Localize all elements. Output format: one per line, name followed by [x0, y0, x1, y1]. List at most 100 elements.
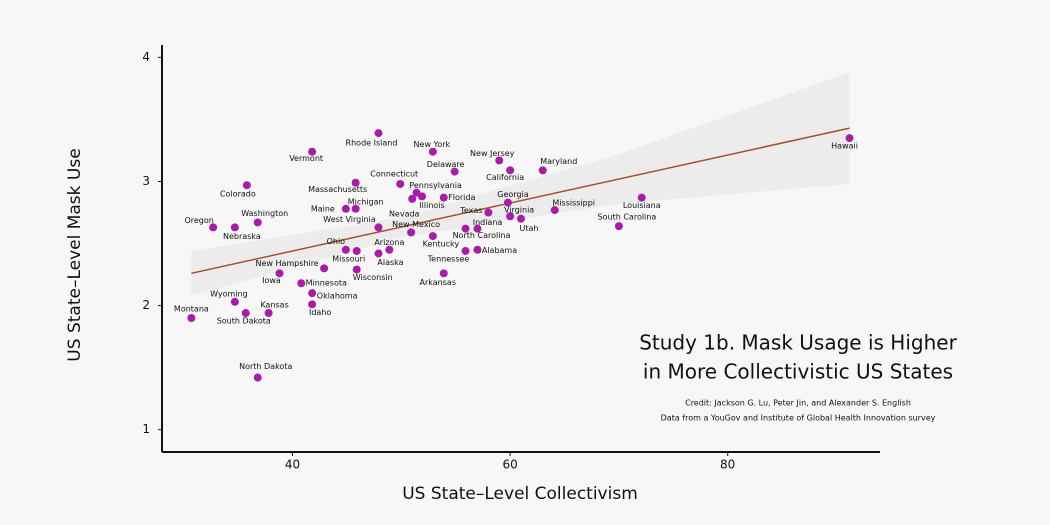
point-label: Vermont — [289, 154, 323, 163]
x-tick-label: 80 — [720, 458, 735, 472]
point-label: Tennessee — [427, 254, 470, 263]
point-label: New York — [414, 140, 451, 149]
point-label: Massachusetts — [308, 185, 367, 194]
point — [385, 245, 394, 254]
point-label: Connecticut — [370, 169, 418, 178]
x-tick-label: 40 — [285, 458, 300, 472]
point — [275, 269, 284, 278]
point — [407, 228, 416, 237]
point — [230, 297, 239, 306]
x-axis-label: US State–Level Collectivism — [402, 484, 638, 504]
point-label: California — [486, 173, 524, 182]
point — [351, 204, 360, 213]
point — [396, 179, 405, 188]
point — [450, 167, 459, 176]
annotation-title: Study 1b. Mask Usage is Higher — [639, 331, 957, 355]
point-label: Oregon — [184, 216, 213, 225]
point — [374, 223, 383, 232]
point-label: Kansas — [260, 301, 288, 310]
point-label: Montana — [174, 304, 209, 313]
point-label: Colorado — [220, 190, 256, 199]
point — [461, 224, 470, 233]
point-label: Utah — [520, 224, 539, 233]
point-label: Alabama — [482, 246, 517, 255]
point — [374, 129, 383, 138]
point-label: Virginia — [504, 206, 534, 215]
point — [341, 204, 350, 213]
point-label: Pennsylvania — [409, 181, 462, 190]
point — [374, 249, 383, 258]
point — [308, 147, 317, 156]
point-label: Kentucky — [423, 240, 460, 249]
point — [845, 134, 854, 143]
point-label: North Dakota — [239, 362, 292, 371]
point — [187, 313, 196, 322]
point-label: Ohio — [327, 237, 346, 246]
point-label: Maine — [311, 204, 335, 213]
point-label: North Carolina — [453, 231, 511, 240]
point-label: Nebraska — [223, 232, 261, 241]
y-tick-label: 3 — [142, 174, 150, 188]
point — [538, 166, 547, 175]
point — [614, 222, 623, 231]
point-label: Idaho — [309, 308, 331, 317]
annotation-credit: Credit: Jackson G. Lu, Peter Jin, and Al… — [685, 399, 911, 408]
point — [473, 224, 482, 233]
point — [473, 245, 482, 254]
point-label: Maryland — [540, 157, 577, 166]
point-label: Hawaii — [831, 142, 858, 151]
point-label: Minnesota — [306, 279, 347, 288]
point — [297, 279, 306, 288]
point-label: Oklahoma — [317, 292, 358, 301]
point — [550, 206, 559, 215]
point-label: Rhode Island — [346, 139, 398, 148]
point-label: Nevada — [389, 209, 420, 218]
point — [320, 264, 329, 273]
point — [241, 309, 250, 318]
point — [253, 218, 262, 227]
point-label: Georgia — [497, 190, 528, 199]
point-label: Delaware — [427, 160, 465, 169]
point-label: Iowa — [262, 276, 281, 285]
point — [495, 156, 504, 165]
point — [418, 192, 427, 201]
point — [230, 223, 239, 232]
point — [484, 208, 493, 217]
point — [428, 147, 437, 156]
point — [341, 245, 350, 254]
point-label: Missouri — [332, 254, 365, 263]
point — [209, 223, 218, 232]
point — [253, 373, 262, 382]
point-label: New Hampshire — [255, 259, 318, 268]
point-label: Texas — [459, 206, 482, 215]
point-label: Louisiana — [623, 201, 661, 210]
point-label: New Jersey — [470, 149, 515, 158]
point — [308, 300, 317, 309]
point — [308, 289, 317, 298]
point — [517, 214, 525, 223]
point — [503, 198, 512, 207]
point — [637, 193, 646, 202]
point — [351, 178, 360, 187]
point-label: Alaska — [377, 258, 403, 267]
y-tick-label: 2 — [142, 298, 150, 312]
point — [439, 269, 448, 278]
y-tick-label: 4 — [142, 50, 150, 64]
point — [506, 166, 515, 175]
annotation-credit: Data from a YouGov and Institute of Glob… — [661, 414, 936, 423]
point-label: South Dakota — [217, 317, 271, 326]
y-axis-label: US State–Level Mask Use — [65, 148, 85, 361]
point-label: Indiana — [473, 218, 503, 227]
annotation-title: in More Collectivistic US States — [643, 360, 953, 384]
confidence-band — [191, 72, 850, 296]
point-label: Wisconsin — [353, 273, 393, 282]
point — [408, 194, 417, 203]
point-label: Washington — [241, 209, 288, 218]
point-label: South Carolina — [598, 213, 657, 222]
point-label: Arkansas — [420, 278, 456, 287]
point-label: Illinois — [419, 201, 444, 210]
point-label: Wyoming — [210, 289, 248, 298]
point — [439, 193, 448, 202]
